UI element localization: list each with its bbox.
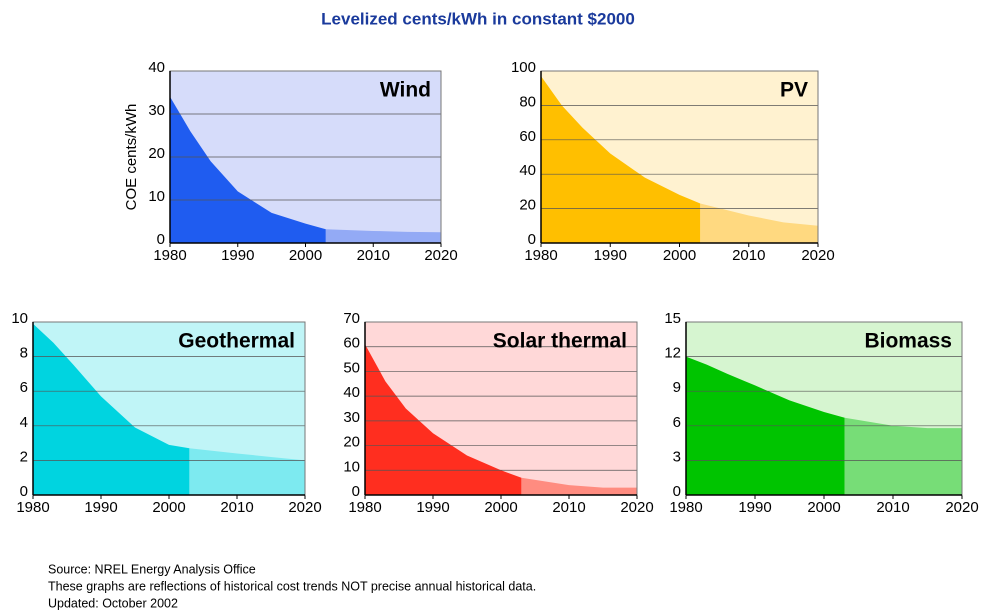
note: Source: NREL Energy Analysis Office bbox=[48, 562, 256, 576]
area bbox=[365, 344, 522, 495]
area bbox=[33, 323, 190, 495]
y-tick-label: 50 bbox=[343, 359, 360, 376]
y-tick-label: 70 bbox=[343, 310, 360, 327]
y-tick-label: 40 bbox=[519, 162, 536, 179]
y-tick-label: 0 bbox=[673, 483, 681, 500]
chart-title: Geothermal bbox=[178, 330, 295, 353]
y-tick-label: 4 bbox=[20, 414, 28, 431]
y-tick-label: 40 bbox=[148, 59, 165, 76]
y-tick-label: 12 bbox=[664, 345, 681, 362]
area bbox=[844, 417, 962, 495]
area bbox=[325, 229, 441, 243]
x-tick-label: 2010 bbox=[357, 247, 390, 264]
x-tick-label: 2000 bbox=[152, 499, 185, 516]
y-tick-label: 30 bbox=[343, 409, 360, 426]
x-tick-label: 2010 bbox=[552, 499, 585, 516]
chart-title: PV bbox=[780, 79, 808, 102]
y-tick-label: 30 bbox=[148, 102, 165, 119]
y-tick-label: 60 bbox=[343, 335, 360, 352]
y-tick-label: 15 bbox=[664, 310, 681, 327]
x-tick-label: 2000 bbox=[663, 247, 696, 264]
area bbox=[170, 96, 326, 243]
x-tick-label: 2010 bbox=[220, 499, 253, 516]
y-tick-label: 6 bbox=[20, 379, 28, 396]
x-tick-label: 1980 bbox=[16, 499, 49, 516]
y-tick-label: 0 bbox=[157, 231, 165, 248]
x-tick-label: 2020 bbox=[620, 499, 653, 516]
y-tick-label: 100 bbox=[511, 59, 536, 76]
x-tick-label: 2000 bbox=[289, 247, 322, 264]
area bbox=[541, 76, 701, 243]
y-tick-label: 80 bbox=[519, 93, 536, 110]
chart-title: Biomass bbox=[864, 330, 952, 353]
note: Updated: October 2002 bbox=[48, 596, 178, 610]
y-tick-label: 40 bbox=[343, 384, 360, 401]
y-tick-label: 10 bbox=[343, 458, 360, 475]
x-tick-label: 2010 bbox=[732, 247, 765, 264]
note: These graphs are reflections of historic… bbox=[48, 579, 536, 593]
x-tick-label: 2020 bbox=[801, 247, 834, 264]
x-tick-label: 1980 bbox=[348, 499, 381, 516]
x-tick-label: 1990 bbox=[738, 499, 771, 516]
y-tick-label: 2 bbox=[20, 448, 28, 465]
x-tick-label: 2000 bbox=[807, 499, 840, 516]
y-tick-label: 20 bbox=[148, 145, 165, 162]
chart-title: Wind bbox=[380, 79, 431, 102]
x-tick-label: 1980 bbox=[524, 247, 557, 264]
y-axis-label: COE cents/kWh bbox=[123, 104, 140, 211]
area bbox=[189, 448, 305, 495]
x-tick-label: 2020 bbox=[945, 499, 978, 516]
y-tick-label: 8 bbox=[20, 345, 28, 362]
y-tick-label: 20 bbox=[519, 197, 536, 214]
area bbox=[521, 477, 637, 495]
y-tick-label: 10 bbox=[11, 310, 28, 327]
x-tick-label: 1990 bbox=[594, 247, 627, 264]
x-tick-label: 1980 bbox=[669, 499, 702, 516]
y-tick-label: 10 bbox=[148, 188, 165, 205]
x-tick-label: 2010 bbox=[876, 499, 909, 516]
area bbox=[700, 203, 818, 243]
x-tick-label: 2020 bbox=[424, 247, 457, 264]
x-tick-label: 1990 bbox=[416, 499, 449, 516]
x-tick-label: 1990 bbox=[221, 247, 254, 264]
x-tick-label: 1980 bbox=[153, 247, 186, 264]
y-tick-label: 20 bbox=[343, 434, 360, 451]
y-tick-label: 9 bbox=[673, 379, 681, 396]
y-tick-label: 6 bbox=[673, 414, 681, 431]
x-tick-label: 1990 bbox=[84, 499, 117, 516]
y-tick-label: 0 bbox=[528, 231, 536, 248]
y-tick-label: 0 bbox=[20, 483, 28, 500]
chart-title: Solar thermal bbox=[493, 330, 627, 353]
y-tick-label: 0 bbox=[352, 483, 360, 500]
y-tick-label: 3 bbox=[673, 448, 681, 465]
y-tick-label: 60 bbox=[519, 128, 536, 145]
page-title: Levelized cents/kWh in constant $2000 bbox=[321, 9, 635, 28]
x-tick-label: 2020 bbox=[288, 499, 321, 516]
x-tick-label: 2000 bbox=[484, 499, 517, 516]
